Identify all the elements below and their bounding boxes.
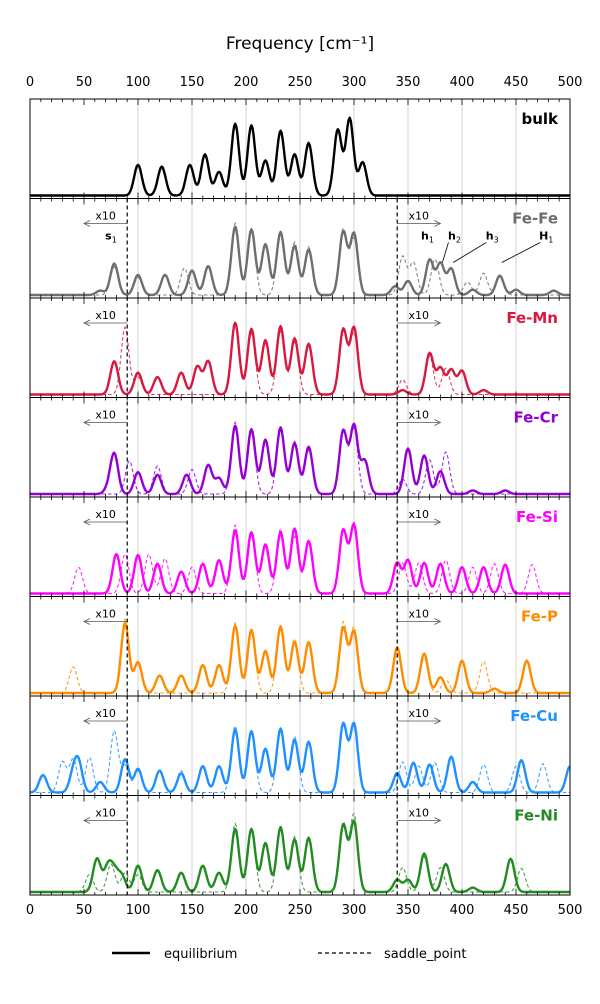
panel-label-fe-mn: Fe-Mn xyxy=(506,309,558,327)
equilibrium-curve-bulk xyxy=(29,116,571,197)
x10-arrowhead-fe-si-1 xyxy=(434,518,442,526)
annotation-leader-fe-fe-4 xyxy=(501,242,541,263)
bottom-tick-label-200: 200 xyxy=(234,903,259,918)
annotation-fe-fe-0: s1 xyxy=(105,230,117,245)
bottom-tick-label-400: 400 xyxy=(450,903,475,918)
equilibrium-curve-fe-ni xyxy=(29,819,571,894)
saddle-curve-fe-cu xyxy=(30,720,570,794)
panel-label-fe-ni: Fe-Ni xyxy=(514,807,558,825)
annotation-fe-fe-3: h3 xyxy=(486,230,499,245)
top-tick-label-100: 100 xyxy=(126,75,151,90)
bottom-tick-label-0: 0 xyxy=(26,903,34,918)
x10-label-fe-cr-0: x10 xyxy=(95,409,116,422)
x10-label-fe-mn-1: x10 xyxy=(409,309,430,322)
text-layer: Frequency [cm⁻¹] bulk x10 x10 Fe-Fe s1 h1 h2 h3… xyxy=(26,34,583,918)
top-tick-label-0: 0 xyxy=(26,75,34,90)
x10-arrowhead-fe-cu-1 xyxy=(434,717,442,725)
panel-label-fe-si: Fe-Si xyxy=(516,508,558,526)
x10-arrowhead-fe-p-0 xyxy=(83,618,91,625)
x10-label-fe-ni-1: x10 xyxy=(409,807,430,820)
legend-equilibrium-label: equilibrium xyxy=(164,947,237,962)
equilibrium-curve-fe-fe xyxy=(29,225,571,297)
grid-layer xyxy=(83,99,517,895)
frame-layer xyxy=(29,98,571,896)
annotation-fe-fe-4: H1 xyxy=(539,230,553,245)
top-tick-label-250: 250 xyxy=(288,75,313,90)
annotation-leader-fe-fe-2 xyxy=(442,242,449,263)
panel-label-fe-cu: Fe-Cu xyxy=(510,707,558,725)
x10-label-fe-ni-0: x10 xyxy=(95,807,116,820)
x10-arrowhead-fe-mn-0 xyxy=(83,319,91,327)
x10-label-fe-p-0: x10 xyxy=(95,608,116,621)
panel-label-fe-fe: Fe-Fe xyxy=(512,210,558,228)
top-tick-label-150: 150 xyxy=(180,75,205,90)
panel-label-bulk: bulk xyxy=(521,110,559,128)
x10-label-fe-p-1: x10 xyxy=(409,608,430,621)
top-tick-label-50: 50 xyxy=(76,75,93,90)
bottom-tick-label-250: 250 xyxy=(288,903,313,918)
x-axis-title: Frequency [cm⁻¹] xyxy=(226,34,374,54)
bottom-tick-label-300: 300 xyxy=(342,903,367,918)
top-tick-label-400: 400 xyxy=(450,75,475,90)
annotation-leader-fe-fe-3 xyxy=(452,242,487,263)
x10-arrowhead-fe-cr-0 xyxy=(83,419,91,426)
x10-arrowhead-fe-ni-0 xyxy=(83,817,91,824)
top-tick-label-200: 200 xyxy=(234,75,259,90)
bottom-tick-label-500: 500 xyxy=(558,903,583,918)
bottom-tick-label-350: 350 xyxy=(396,903,421,918)
equilibrium-curve-fe-p xyxy=(29,621,571,695)
x10-label-fe-mn-0: x10 xyxy=(95,309,116,322)
annotation-fe-fe-1: h1 xyxy=(421,230,434,245)
x10-label-fe-cu-1: x10 xyxy=(409,707,430,720)
top-tick-label-350: 350 xyxy=(396,75,421,90)
panel-label-fe-p: Fe-P xyxy=(521,608,558,626)
panel-label-fe-cr: Fe-Cr xyxy=(514,409,559,427)
x10-arrowhead-fe-mn-1 xyxy=(434,319,442,327)
x10-label-fe-cr-1: x10 xyxy=(409,409,430,422)
x10-label-fe-fe-1: x10 xyxy=(409,210,430,223)
legend-saddle-point-label: saddle_point xyxy=(384,947,467,962)
bottom-tick-label-450: 450 xyxy=(504,903,529,918)
bottom-tick-label-50: 50 xyxy=(76,903,93,918)
x10-arrowhead-fe-fe-0 xyxy=(83,220,91,227)
top-tick-label-300: 300 xyxy=(342,75,367,90)
equilibrium-curve-fe-cr xyxy=(29,422,571,496)
equilibrium-curve-fe-si xyxy=(29,522,571,595)
x10-arrowhead-fe-p-1 xyxy=(434,618,442,625)
x10-arrowhead-fe-si-0 xyxy=(83,518,91,526)
bottom-tick-label-100: 100 xyxy=(126,903,151,918)
top-tick-label-450: 450 xyxy=(504,75,529,90)
curve-layer xyxy=(29,116,571,894)
bottom-tick-label-150: 150 xyxy=(180,903,205,918)
x10-label-fe-si-0: x10 xyxy=(95,508,116,521)
top-tick-label-500: 500 xyxy=(558,75,583,90)
x10-arrowhead-fe-cu-0 xyxy=(83,717,91,725)
annotation-fe-fe-2: h2 xyxy=(448,230,461,245)
x10-arrowhead-fe-cr-1 xyxy=(434,419,442,426)
x10-arrowhead-fe-ni-1 xyxy=(434,817,442,824)
equilibrium-curve-fe-cu xyxy=(29,721,571,794)
x10-arrowhead-fe-fe-1 xyxy=(434,220,442,227)
x10-label-fe-cu-0: x10 xyxy=(95,707,116,720)
x10-label-fe-fe-0: x10 xyxy=(95,210,116,223)
equilibrium-curve-fe-mn xyxy=(29,321,571,396)
x10-label-fe-si-1: x10 xyxy=(409,508,430,521)
legend: equilibrium saddle_point xyxy=(112,947,467,962)
saddle-curve-fe-mn xyxy=(30,323,570,396)
